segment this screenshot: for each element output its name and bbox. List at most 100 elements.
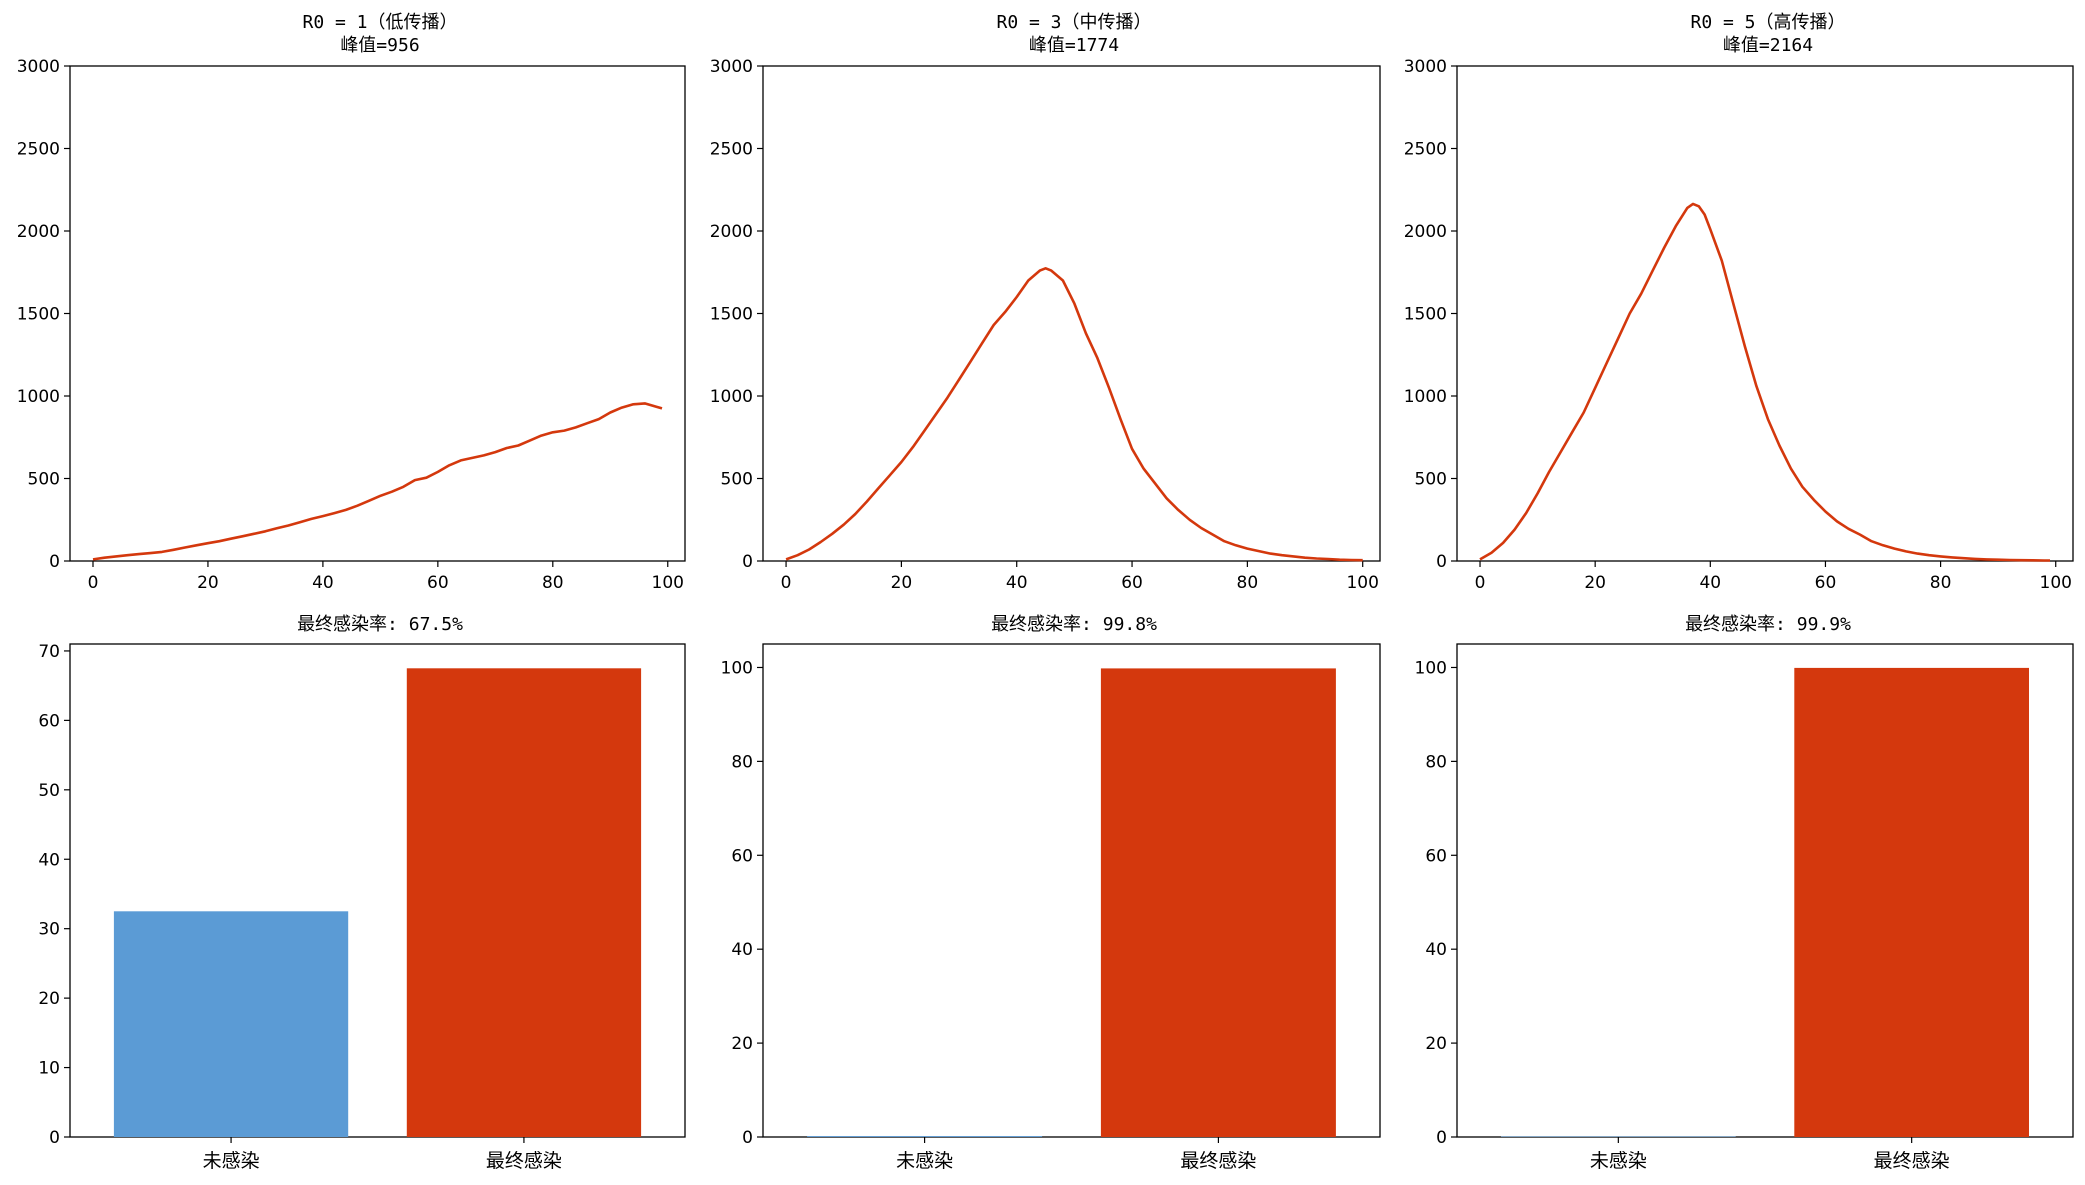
category-label: 最终感染 — [486, 1150, 562, 1172]
x-tick-label: 80 — [1930, 573, 1952, 593]
x-tick-label: 60 — [1815, 573, 1837, 593]
y-tick-label: 3000 — [1404, 57, 1447, 77]
y-tick-label: 40 — [38, 850, 60, 870]
y-tick-label: 40 — [1425, 940, 1447, 960]
x-tick-label: 40 — [312, 573, 334, 593]
bar — [113, 911, 349, 1137]
plot-area — [92, 402, 663, 561]
series-line — [92, 402, 663, 561]
y-tick-label: 70 — [38, 642, 60, 662]
chart-subtitle: 峰值=2164 — [1723, 35, 1813, 56]
y-tick-label: 2500 — [1404, 140, 1447, 160]
x-tick-label: 0 — [88, 573, 99, 593]
bar-chart-r0-1: 最终感染率: 67.5% 0 10 20 30 40 50 60 70 未感染 最终感染 — [38, 614, 686, 1172]
plot-area — [1479, 202, 2050, 562]
chart-title: 最终感染率: 67.5% — [297, 614, 463, 635]
y-tick-label: 1000 — [710, 387, 753, 407]
category-label: 未感染 — [1590, 1150, 1647, 1172]
y-tick-label: 1000 — [17, 387, 60, 407]
x-tick-label: 40 — [1699, 573, 1721, 593]
y-tick-label: 500 — [721, 470, 753, 490]
series-line — [1479, 202, 2050, 562]
chart-title: R0 = 1（低传播） — [302, 12, 457, 33]
axes-frame — [762, 65, 1381, 562]
y-tick-label: 20 — [1425, 1034, 1447, 1054]
axes: 0 500 1000 1500 2000 2500 3000 0 20 40 60 80 100 — [17, 57, 686, 593]
y-tick-label: 0 — [742, 552, 753, 572]
y-tick-label: 2000 — [17, 222, 60, 242]
chart-title: R0 = 5（高传播） — [1690, 12, 1845, 33]
y-tick-label: 60 — [38, 711, 60, 731]
plot-area — [1501, 667, 2029, 1137]
axes-frame — [69, 643, 686, 1138]
y-tick-label: 1000 — [1404, 387, 1447, 407]
y-tick-label: 3000 — [17, 57, 60, 77]
y-tick-label: 1500 — [710, 305, 753, 325]
chart-subtitle: 峰值=1774 — [1029, 35, 1119, 56]
y-tick-label: 50 — [38, 781, 60, 801]
chart-title: R0 = 3（中传播） — [996, 12, 1151, 33]
axes: 0 500 1000 1500 2000 2500 3000 0 20 40 60 80 100 — [1404, 57, 2074, 593]
y-tick-label: 1500 — [17, 305, 60, 325]
bar — [1100, 668, 1336, 1137]
y-tick-label: 0 — [49, 1128, 60, 1148]
x-tick-label: 80 — [542, 573, 564, 593]
bar-chart-r0-3: 最终感染率: 99.8% 0 20 40 60 80 100 未感染 最终感染 — [721, 614, 1381, 1172]
bar-chart-r0-5: 最终感染率: 99.9% 0 20 40 60 80 100 未感染 最终感染 — [1415, 614, 2074, 1172]
bar — [1794, 667, 2029, 1137]
y-tick-label: 2000 — [710, 222, 753, 242]
y-tick-label: 0 — [742, 1128, 753, 1148]
y-tick-label: 0 — [1436, 552, 1447, 572]
y-tick-label: 2500 — [710, 140, 753, 160]
x-tick-label: 80 — [1237, 573, 1259, 593]
x-tick-label: 60 — [1121, 573, 1143, 593]
line-chart-r0-5: R0 = 5（高传播） 峰值=2164 05001000150020002500… — [1404, 12, 2074, 593]
y-tick-label: 20 — [731, 1034, 753, 1054]
y-tick-label: 1500 — [1404, 305, 1447, 325]
axes: 0 20 40 60 80 100 未感染 最终感染 — [721, 643, 1381, 1172]
axes: 0 500 1000 1500 2000 2500 3000 0 20 40 60 80 100 — [710, 57, 1381, 593]
x-tick-label: 0 — [781, 573, 792, 593]
y-tick-label: 40 — [731, 940, 753, 960]
chart-title: 最终感染率: 99.9% — [1685, 614, 1851, 635]
chart-subtitle: 峰值=956 — [340, 35, 419, 56]
chart-title: 最终感染率: 99.8% — [991, 614, 1157, 635]
bar — [406, 668, 642, 1137]
y-tick-label: 2000 — [1404, 222, 1447, 242]
bar — [1501, 1136, 1736, 1137]
x-tick-label: 40 — [1006, 573, 1028, 593]
plot-area — [785, 266, 1363, 562]
y-tick-label: 100 — [721, 658, 753, 678]
axes: 0 10 20 30 40 50 60 70 未感染 最终感染 — [38, 642, 686, 1172]
series-line — [785, 266, 1363, 562]
axes-frame — [762, 643, 1381, 1138]
y-tick-label: 0 — [49, 552, 60, 572]
x-tick-label: 100 — [2040, 573, 2072, 593]
plot-area — [113, 668, 642, 1137]
y-tick-label: 80 — [731, 752, 753, 772]
x-tick-label: 0 — [1475, 573, 1486, 593]
category-label: 未感染 — [896, 1150, 953, 1172]
y-tick-label: 80 — [1425, 752, 1447, 772]
x-tick-label: 20 — [197, 573, 219, 593]
y-tick-label: 100 — [1415, 658, 1447, 678]
y-tick-label: 20 — [38, 989, 60, 1009]
x-tick-label: 60 — [427, 573, 449, 593]
category-label: 最终感染 — [1180, 1150, 1256, 1172]
y-tick-label: 500 — [1415, 470, 1447, 490]
axes-frame — [69, 65, 686, 562]
plot-area — [807, 668, 1336, 1137]
axes-frame — [1456, 65, 2074, 562]
line-chart-r0-1: R0 = 1（低传播） 峰值=956 050010001500200025003… — [17, 12, 686, 593]
bar — [807, 1136, 1043, 1137]
x-tick-label: 20 — [1584, 573, 1606, 593]
axes: 0 20 40 60 80 100 未感染 最终感染 — [1415, 643, 2074, 1172]
x-tick-label: 100 — [652, 573, 684, 593]
y-tick-label: 3000 — [710, 57, 753, 77]
y-tick-label: 500 — [28, 470, 60, 490]
y-tick-label: 60 — [1425, 846, 1447, 866]
y-tick-label: 2500 — [17, 140, 60, 160]
category-label: 未感染 — [203, 1150, 260, 1172]
category-label: 最终感染 — [1874, 1150, 1950, 1172]
